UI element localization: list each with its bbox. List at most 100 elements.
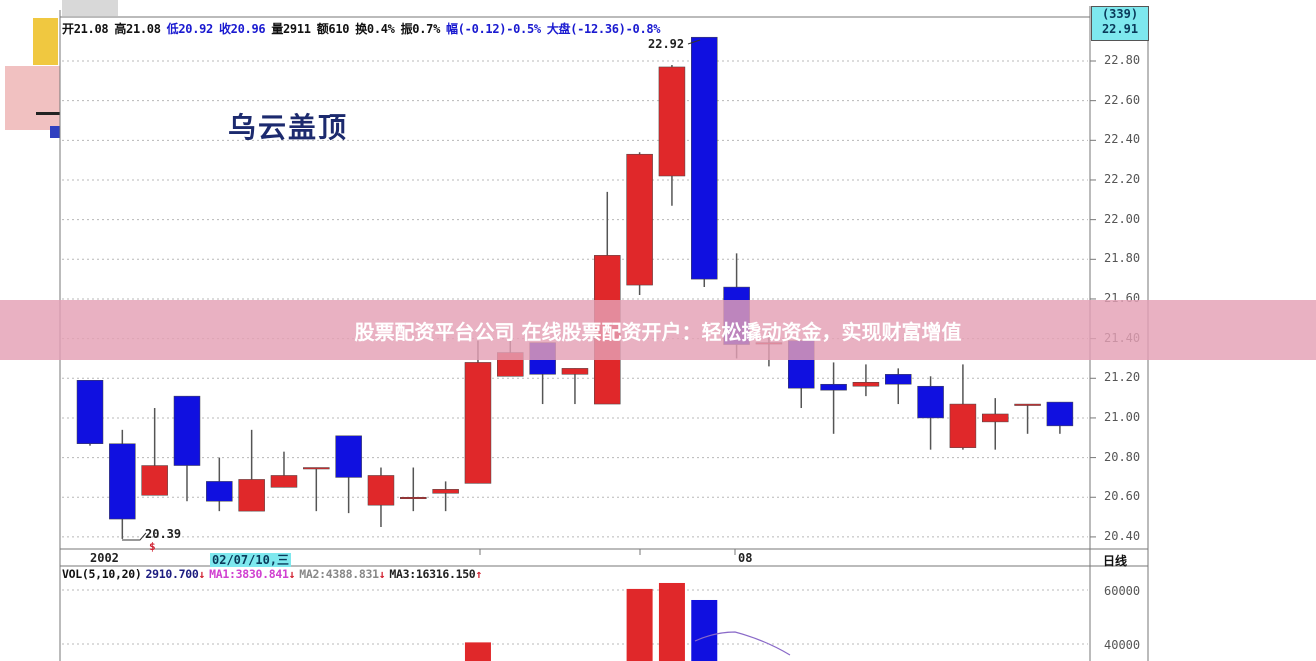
date-label-year: 2002 [90, 551, 119, 565]
candle-body [917, 385, 944, 419]
candle-body [367, 475, 395, 506]
price-tick-label: 20.80 [1104, 449, 1141, 464]
candle [1046, 401, 1074, 434]
dark-line [36, 112, 60, 115]
candle-body [173, 395, 201, 466]
volume-ma3: MA3:16316.150 [389, 567, 476, 581]
pattern-title: 乌云盖顶 [228, 111, 349, 144]
low-pointer [122, 532, 147, 541]
turnover-value: 换0.4% [355, 22, 395, 36]
candle-body [852, 381, 880, 387]
high-label: 22.92 [648, 37, 684, 51]
candle-body [464, 362, 492, 484]
low-label: 20.39 [145, 527, 181, 541]
candle [464, 340, 492, 484]
candle-body [206, 481, 233, 502]
candle-body [691, 36, 718, 280]
candle [238, 429, 265, 512]
candle [820, 362, 847, 434]
overlay-banner: 股票配资平台公司 在线股票配资开户：轻松撬动资金，实现财富增值 [0, 300, 1316, 360]
candle [303, 467, 330, 512]
up-arrow-icon: ↑ [475, 567, 483, 581]
candle [367, 467, 395, 528]
yellow-marker [33, 18, 58, 65]
candle-body [561, 368, 589, 375]
change-value: 幅(-0.12)-0.5% [446, 22, 541, 36]
candle-body [626, 153, 653, 286]
candle [206, 457, 233, 512]
candle-body [885, 374, 912, 385]
down-arrow-icon: ↓ [198, 567, 206, 581]
down-arrow-icon: ↓ [288, 567, 296, 581]
volume-bar [691, 599, 718, 661]
candle-body [1014, 403, 1041, 406]
volume-tick-60000: 60000 [1104, 584, 1141, 598]
candle-body [335, 435, 362, 478]
volume-header: VOL(5,10,20) 2910.700↓ MA1:3830.841↓ MA2:43… [62, 567, 486, 581]
volume-ma-line [694, 631, 791, 656]
candle-body [238, 479, 265, 512]
candle [561, 368, 589, 405]
volume-current: 2910.700 [145, 567, 199, 581]
price-tick-label: 22.40 [1104, 132, 1141, 147]
date-label-month: 08 [738, 551, 753, 565]
price-tick-label: 21.00 [1104, 409, 1141, 424]
low-marker: $ [149, 540, 156, 553]
candle-body [820, 383, 847, 391]
candle-body [400, 497, 427, 500]
candle-body [949, 403, 977, 448]
down-arrow-icon: ↓ [378, 567, 386, 581]
volume-bar [626, 588, 653, 661]
volume-ma1: MA1:3830.841 [209, 567, 289, 581]
blue-square [50, 126, 60, 138]
last-price-box: (339) 22.91 [1091, 6, 1149, 41]
period-label: 日线 [1103, 554, 1128, 568]
banner-text: 股票配资平台公司 在线股票配资开户：轻松撬动资金，实现财富增值 [354, 319, 962, 344]
quote-header: 开21.08 高21.08 低20.92 收20.96 量2911 额610 换0.4% 振0… [62, 20, 666, 37]
candle [658, 64, 686, 206]
candle [400, 467, 427, 512]
candle [76, 380, 104, 446]
candle-body [76, 380, 104, 444]
price-tick-label: 22.80 [1104, 53, 1141, 67]
candle-body [432, 489, 459, 494]
red-blur [5, 66, 60, 130]
candle-body [1046, 401, 1074, 427]
candle [949, 364, 977, 450]
blurred-logo [62, 0, 118, 16]
candle [109, 429, 136, 539]
candle [981, 398, 1009, 450]
candle-body [270, 475, 298, 488]
candle [335, 435, 362, 514]
candle [885, 368, 912, 405]
price-tick-label: 21.20 [1104, 370, 1141, 385]
price-tick-label: 21.80 [1104, 251, 1141, 266]
close-value: 收20.96 [218, 22, 266, 36]
amount-value: 额610 [316, 22, 350, 36]
high-pointer [687, 39, 701, 45]
candle [626, 152, 653, 295]
price-tick-label: 22.60 [1104, 92, 1141, 107]
candle [432, 481, 459, 512]
price-tick-label: 22.00 [1104, 211, 1141, 226]
price-tick-label: 22.20 [1104, 171, 1141, 186]
candle [141, 408, 168, 496]
candle-body [109, 443, 136, 520]
price-tick-label: 20.60 [1104, 489, 1141, 504]
volume-tick-40000: 40000 [1104, 638, 1141, 652]
volume-ma2: MA2:4388.831 [299, 567, 379, 581]
candle-body [658, 66, 686, 177]
candle-body [303, 467, 330, 470]
volume-bars [464, 582, 718, 661]
high-value: 高21.08 [114, 22, 161, 36]
amplitude-value: 振0.7% [400, 22, 441, 36]
candle-body [141, 465, 168, 496]
market-change-value: 大盘(-12.36)-0.8% [546, 22, 661, 36]
candle [270, 451, 298, 488]
candle [691, 36, 718, 288]
open-value: 开21.08 [62, 22, 109, 36]
volume-bar [464, 642, 491, 661]
last-price-count: (339) [1101, 7, 1139, 21]
volume-indicator-name: VOL(5,10,20) [62, 567, 142, 581]
low-value: 低20.92 [166, 22, 214, 36]
